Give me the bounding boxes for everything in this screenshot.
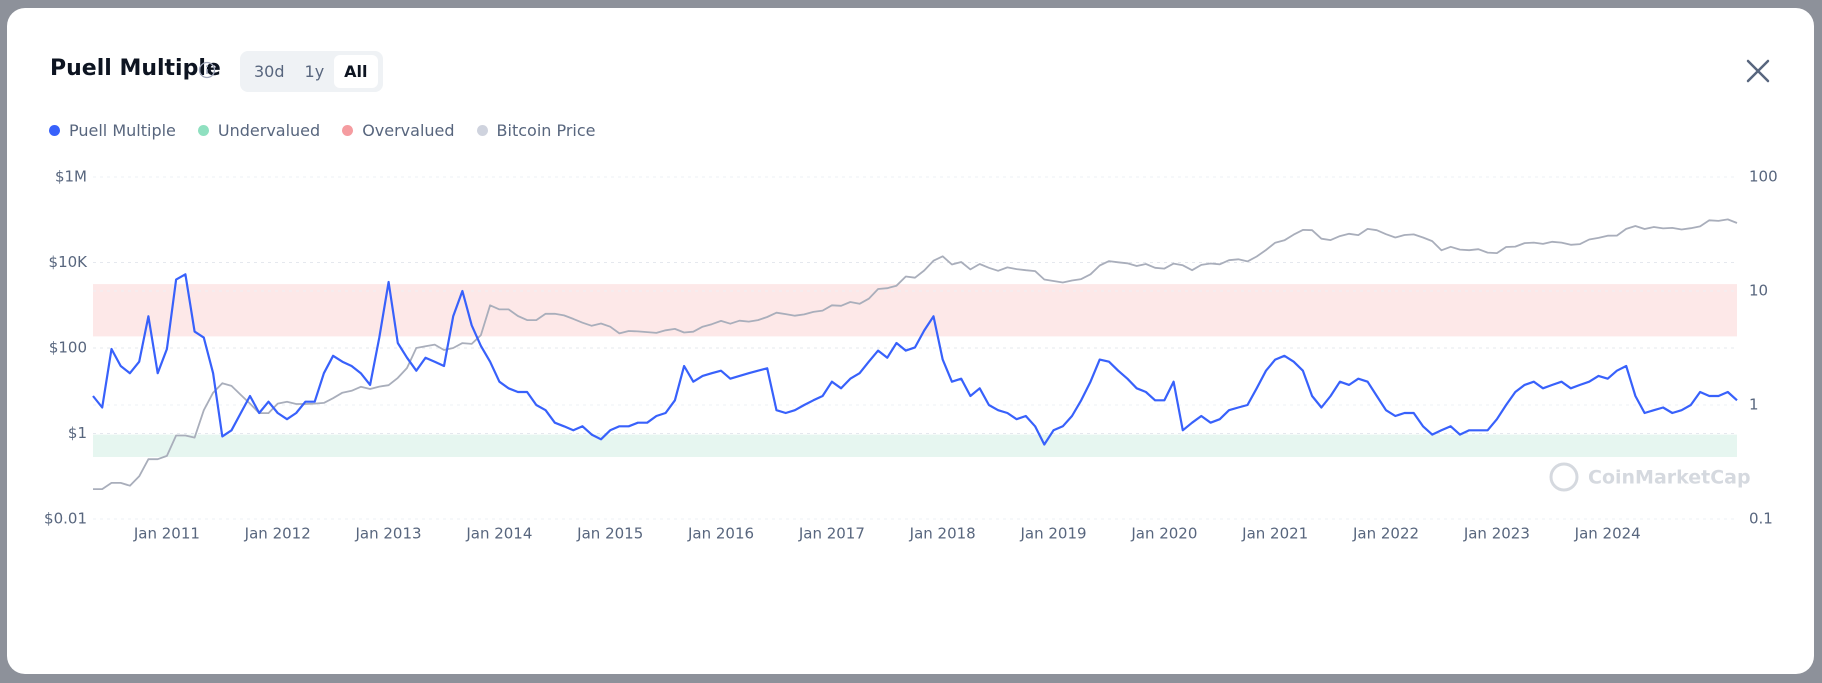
legend-label: Undervalued bbox=[217, 121, 321, 140]
legend-label: Puell Multiple bbox=[69, 121, 176, 140]
y-tick-label: $1 bbox=[68, 424, 87, 442]
x-tick-label: Jan 2023 bbox=[1463, 525, 1530, 543]
range-button[interactable]: All bbox=[334, 55, 378, 88]
close-button[interactable] bbox=[1744, 57, 1772, 85]
x-tick-label: Jan 2013 bbox=[355, 525, 422, 543]
legend-item: Puell Multiple bbox=[49, 121, 176, 140]
x-tick-label: Jan 2014 bbox=[465, 525, 532, 543]
y-tick-label: $1M bbox=[55, 168, 87, 186]
x-tick-label: Jan 2011 bbox=[133, 525, 200, 543]
x-tick-label: Jan 2022 bbox=[1352, 525, 1419, 543]
y-tick-label: $100 bbox=[49, 339, 87, 357]
x-tick-label: Jan 2017 bbox=[798, 525, 865, 543]
legend-item: Bitcoin Price bbox=[476, 121, 596, 140]
y2-tick-label: 1 bbox=[1749, 396, 1759, 414]
legend-label: Bitcoin Price bbox=[496, 121, 596, 140]
zone-band bbox=[93, 434, 1737, 457]
watermark: CoinMarketCap bbox=[1549, 462, 1751, 492]
x-tick-label: Jan 2024 bbox=[1574, 525, 1641, 543]
range-button[interactable]: 1y bbox=[295, 55, 335, 88]
series-line bbox=[93, 218, 1738, 490]
y-tick-label: $0.01 bbox=[44, 510, 87, 528]
x-tick-label: Jan 2016 bbox=[687, 525, 754, 543]
legend-marker bbox=[342, 125, 354, 136]
x-tick-label: Jan 2012 bbox=[244, 525, 311, 543]
y2-tick-label: 0.1 bbox=[1749, 510, 1773, 528]
series-line bbox=[92, 273, 1738, 446]
range-selector: 30d 1y All bbox=[240, 51, 383, 92]
zone-band bbox=[93, 284, 1737, 337]
x-tick-label: Jan 2021 bbox=[1241, 525, 1308, 543]
y-tick-label: $10K bbox=[49, 253, 89, 271]
x-tick-label: Jan 2020 bbox=[1130, 525, 1197, 543]
legend-item: Undervalued bbox=[197, 121, 321, 140]
info-icon[interactable] bbox=[198, 61, 216, 79]
legend-marker bbox=[476, 125, 488, 136]
watermark-logo bbox=[1549, 462, 1579, 492]
modal bbox=[7, 8, 1814, 674]
legend-item: Overvalued bbox=[342, 121, 455, 140]
x-tick-label: Jan 2015 bbox=[576, 525, 643, 543]
legend-marker bbox=[197, 125, 209, 136]
chart-title: Puell Multiple bbox=[50, 56, 221, 81]
x-tick-label: Jan 2019 bbox=[1020, 525, 1087, 543]
watermark-text: CoinMarketCap bbox=[1588, 467, 1751, 489]
legend-label: Overvalued bbox=[362, 121, 455, 140]
x-tick-label: Jan 2018 bbox=[909, 525, 976, 543]
y2-tick-label: 100 bbox=[1749, 168, 1778, 186]
legend: Puell Multiple Undervalued Overvalued Bitco… bbox=[49, 121, 596, 140]
range-button[interactable]: 30d bbox=[244, 55, 295, 88]
legend-marker bbox=[49, 125, 60, 136]
y2-tick-label: 10 bbox=[1749, 282, 1768, 300]
